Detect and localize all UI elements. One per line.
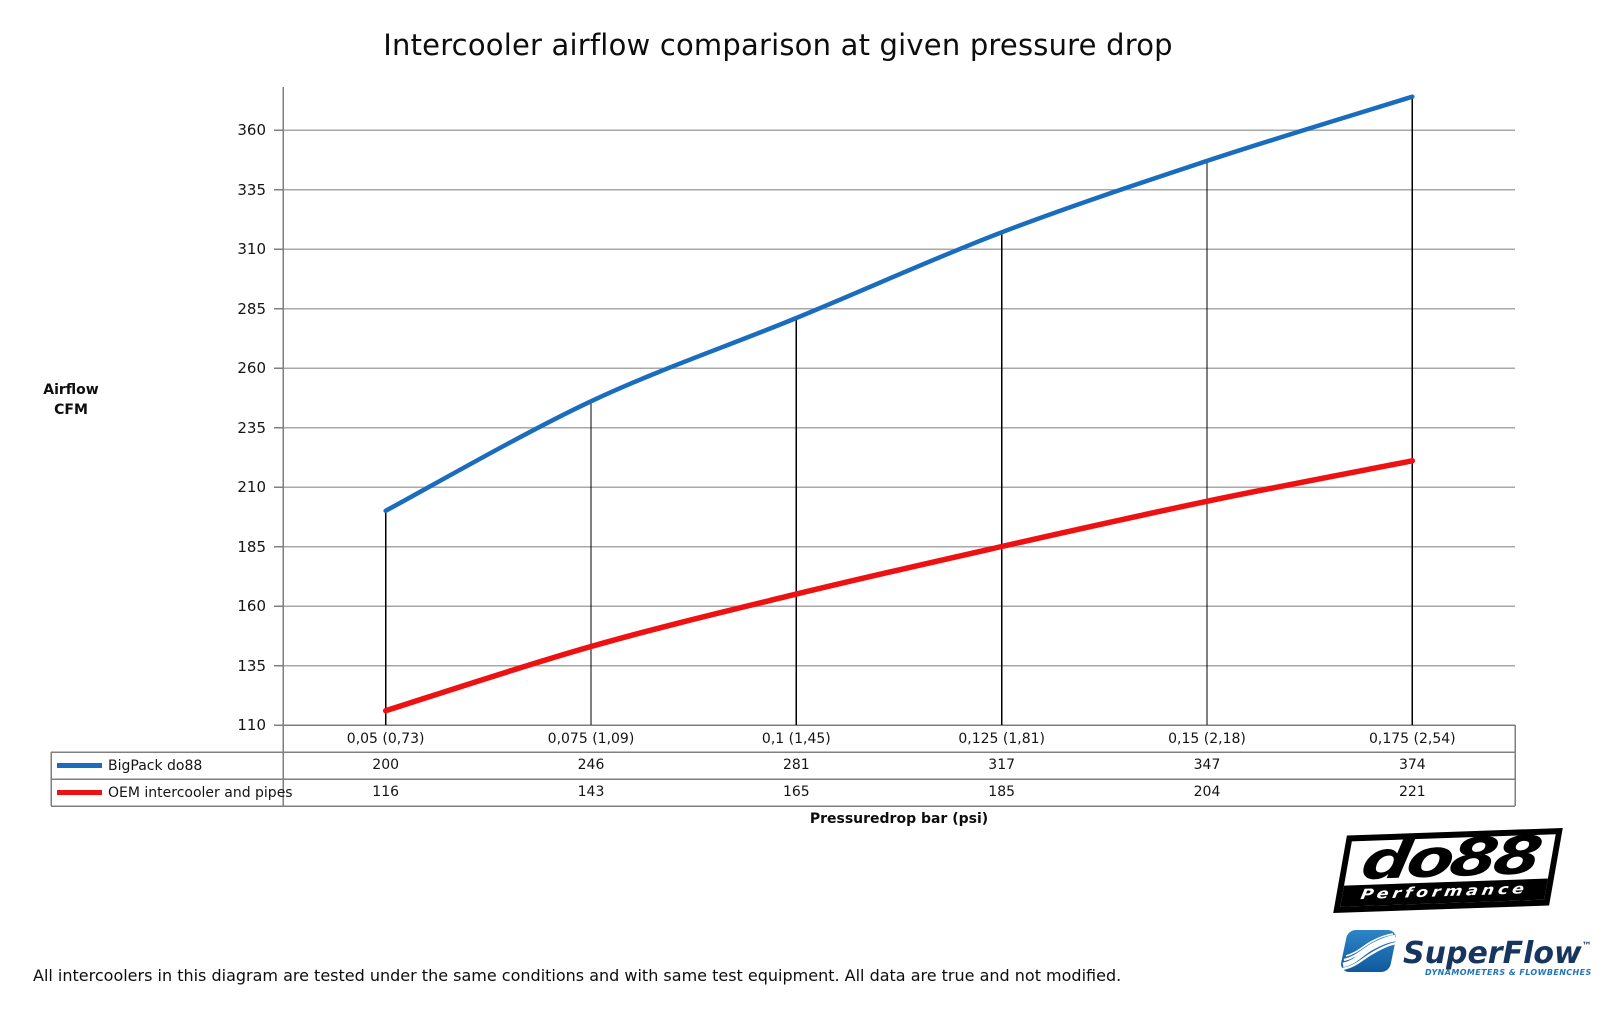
table-value-cell: 347 <box>1193 757 1221 773</box>
x-category-label: 0,15 (2,18) <box>1168 731 1246 747</box>
x-axis-label: Pressuredrop bar (psi) <box>809 811 989 827</box>
table-value-cell: 204 <box>1193 784 1221 800</box>
superflow-logo: SuperFlow™ DYNAMOMETERS & FLOWBENCHES <box>1340 929 1592 977</box>
superflow-logo-subtext: DYNAMOMETERS & FLOWBENCHES <box>1425 968 1592 977</box>
table-value-cell: 246 <box>577 757 605 773</box>
legend-series-label: BigPack do88 <box>108 757 203 774</box>
y-tick-label: 110 <box>237 716 266 734</box>
y-tick-label: 360 <box>237 121 266 139</box>
x-category-label: 0,175 (2,54) <box>1369 731 1456 747</box>
table-value-cell: 143 <box>577 784 605 800</box>
x-category-label: 0,125 (1,81) <box>958 731 1045 747</box>
y-tick-label: 260 <box>237 359 266 377</box>
superflow-text-column: SuperFlow™ DYNAMOMETERS & FLOWBENCHES <box>1403 929 1592 977</box>
superflow-swoosh-icon <box>1341 930 1398 972</box>
series-line <box>383 94 1415 514</box>
table-value-cell: 165 <box>782 784 810 800</box>
y-tick-label: 185 <box>237 537 266 556</box>
y-tick-label: 235 <box>237 418 266 437</box>
y-tick-label: 210 <box>237 478 266 496</box>
table-value-cell: 116 <box>372 784 400 800</box>
y-tick-label: 160 <box>237 597 266 615</box>
y-axis-label-line1: Airflow <box>43 382 99 398</box>
chart-title: Intercooler airflow comparison at given … <box>383 28 1173 62</box>
legend-line-swatch <box>57 763 102 768</box>
y-tick-label: 135 <box>237 656 266 675</box>
table-value-cell: 374 <box>1398 757 1426 773</box>
legend-line-swatch <box>57 789 102 796</box>
x-category-label: 0,075 (1,09) <box>547 731 635 747</box>
table-value-cell: 317 <box>988 757 1016 773</box>
table-value-cell: 185 <box>988 784 1016 800</box>
superflow-trademark: ™ <box>1581 941 1592 952</box>
legend-series-label: OEM intercooler and pipes <box>108 784 293 801</box>
superflow-logo-text: SuperFlow™ <box>1403 936 1592 971</box>
y-axis-label: Airflow CFM <box>25 380 117 420</box>
x-category-label: 0,1 (1,45) <box>761 731 831 747</box>
footer-disclaimer: All intercoolers in this diagram are tes… <box>33 966 1122 985</box>
table-value-cell: 221 <box>1398 784 1426 800</box>
series-line <box>382 458 1416 714</box>
legend-row: OEM intercooler and pipes <box>51 779 293 806</box>
y-axis-label-line2: CFM <box>54 402 88 418</box>
y-tick-label: 285 <box>237 299 266 318</box>
y-tick-label: 310 <box>237 240 266 258</box>
table-value-cell: 281 <box>782 757 810 773</box>
y-tick-label: 335 <box>237 180 266 199</box>
x-category-label: 0,05 (0,73) <box>346 731 425 747</box>
legend-row: BigPack do88 <box>51 752 282 779</box>
table-value-cell: 200 <box>372 757 400 773</box>
do88-logo: do88 Performance <box>1333 826 1563 914</box>
